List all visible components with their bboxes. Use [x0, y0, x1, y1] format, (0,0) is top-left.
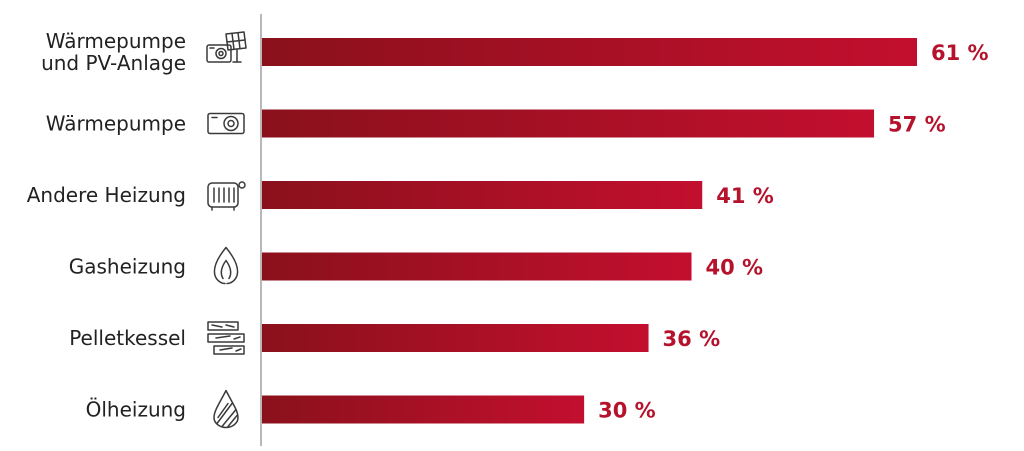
value-label-1: 61 %: [931, 41, 989, 65]
bar-2: [262, 109, 875, 138]
bar-1: [262, 38, 917, 66]
bar-5: [262, 324, 649, 352]
category-label-2: Wärmepumpe: [46, 112, 186, 136]
category-label-3: Andere Heizung: [27, 183, 186, 207]
heat-pump-pv-icon: [206, 31, 247, 63]
category-label-1: Wärmepumpe und PV-Anlage: [41, 29, 186, 75]
radiator-icon: [207, 181, 246, 211]
value-label-4: 40 %: [706, 256, 764, 280]
value-label-5: 36 %: [663, 327, 721, 351]
bar-3: [262, 181, 703, 209]
value-label-3: 41 %: [716, 184, 774, 208]
value-label-2: 57 %: [888, 113, 946, 137]
bar-6: [262, 395, 585, 424]
value-label-6: 30 %: [598, 399, 656, 423]
gas-flame-icon: [213, 246, 239, 285]
oil-drop-icon: [213, 389, 239, 429]
bar-4: [262, 252, 692, 281]
category-label-4: Gasheizung: [69, 255, 186, 279]
category-label-5: Pelletkessel: [69, 326, 186, 350]
category-label-6: Ölheizung: [86, 398, 186, 422]
pellet-wood-icon: [207, 321, 245, 355]
heat-pump-icon: [207, 112, 245, 135]
